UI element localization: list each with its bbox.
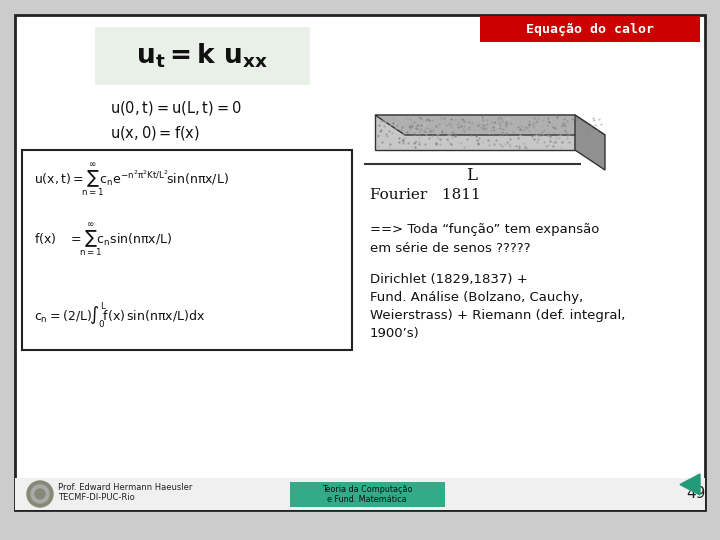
Text: $\mathbf{u_t = k\ u_{xx}}$: $\mathbf{u_t = k\ u_{xx}}$ (136, 42, 268, 70)
Bar (290, 482, 445, 507)
Text: $\mathrm{u(x,t) = \!\!\sum_{n=1}^{\infty}\!\! c_n e^{-n^2\pi^2 Kt/L^2}\! \sin(n\: $\mathrm{u(x,t) = \!\!\sum_{n=1}^{\infty… (34, 161, 229, 199)
Bar (22, 150, 352, 350)
Text: Equação do calor: Equação do calor (526, 23, 654, 36)
Text: $\mathrm{u(0,t) = u(L,t) = 0}$: $\mathrm{u(0,t) = u(L,t) = 0}$ (110, 99, 241, 117)
Text: $\mathrm{u(x,0) = f(x)}$: $\mathrm{u(x,0) = f(x)}$ (110, 124, 200, 142)
Bar (95, 27, 310, 85)
Text: L: L (467, 166, 477, 184)
Text: TECMF-DI-PUC-Rio: TECMF-DI-PUC-Rio (58, 494, 135, 503)
Polygon shape (375, 115, 605, 135)
Polygon shape (575, 115, 605, 170)
Text: $\mathrm{c_n = (2/L)\!\int_0^L\! f(x)\,\sin(n\pi x/L)dx}$: $\mathrm{c_n = (2/L)\!\int_0^L\! f(x)\,\… (34, 300, 205, 330)
Text: Fourier   1811: Fourier 1811 (370, 188, 481, 202)
Circle shape (31, 485, 49, 503)
Text: em série de senos ?????: em série de senos ????? (370, 241, 531, 254)
Text: ==> Toda “função” tem expansão: ==> Toda “função” tem expansão (370, 224, 599, 237)
Polygon shape (680, 474, 700, 495)
Circle shape (35, 489, 45, 499)
Bar (15, 478, 705, 510)
Text: Fund. Análise (Bolzano, Cauchy,: Fund. Análise (Bolzano, Cauchy, (370, 292, 583, 305)
Text: Teoria da Computação: Teoria da Computação (322, 484, 413, 494)
Text: 49: 49 (687, 487, 706, 502)
Polygon shape (375, 115, 575, 150)
Text: $\mathrm{f(x) \quad = \!\!\sum_{n=1}^{\infty}\!\! c_n \sin(n\pi x/L)}$: $\mathrm{f(x) \quad = \!\!\sum_{n=1}^{\i… (34, 221, 172, 259)
Text: Dirichlet (1829,1837) +: Dirichlet (1829,1837) + (370, 273, 528, 287)
Text: 1900’s): 1900’s) (370, 327, 420, 341)
Text: Weierstrass) + Riemann (def. integral,: Weierstrass) + Riemann (def. integral, (370, 309, 626, 322)
Text: e Fund. Matemática: e Fund. Matemática (327, 496, 407, 504)
Circle shape (27, 481, 53, 507)
Text: Prof. Edward Hermann Haeusler: Prof. Edward Hermann Haeusler (58, 483, 192, 491)
Bar (480, 16, 700, 42)
